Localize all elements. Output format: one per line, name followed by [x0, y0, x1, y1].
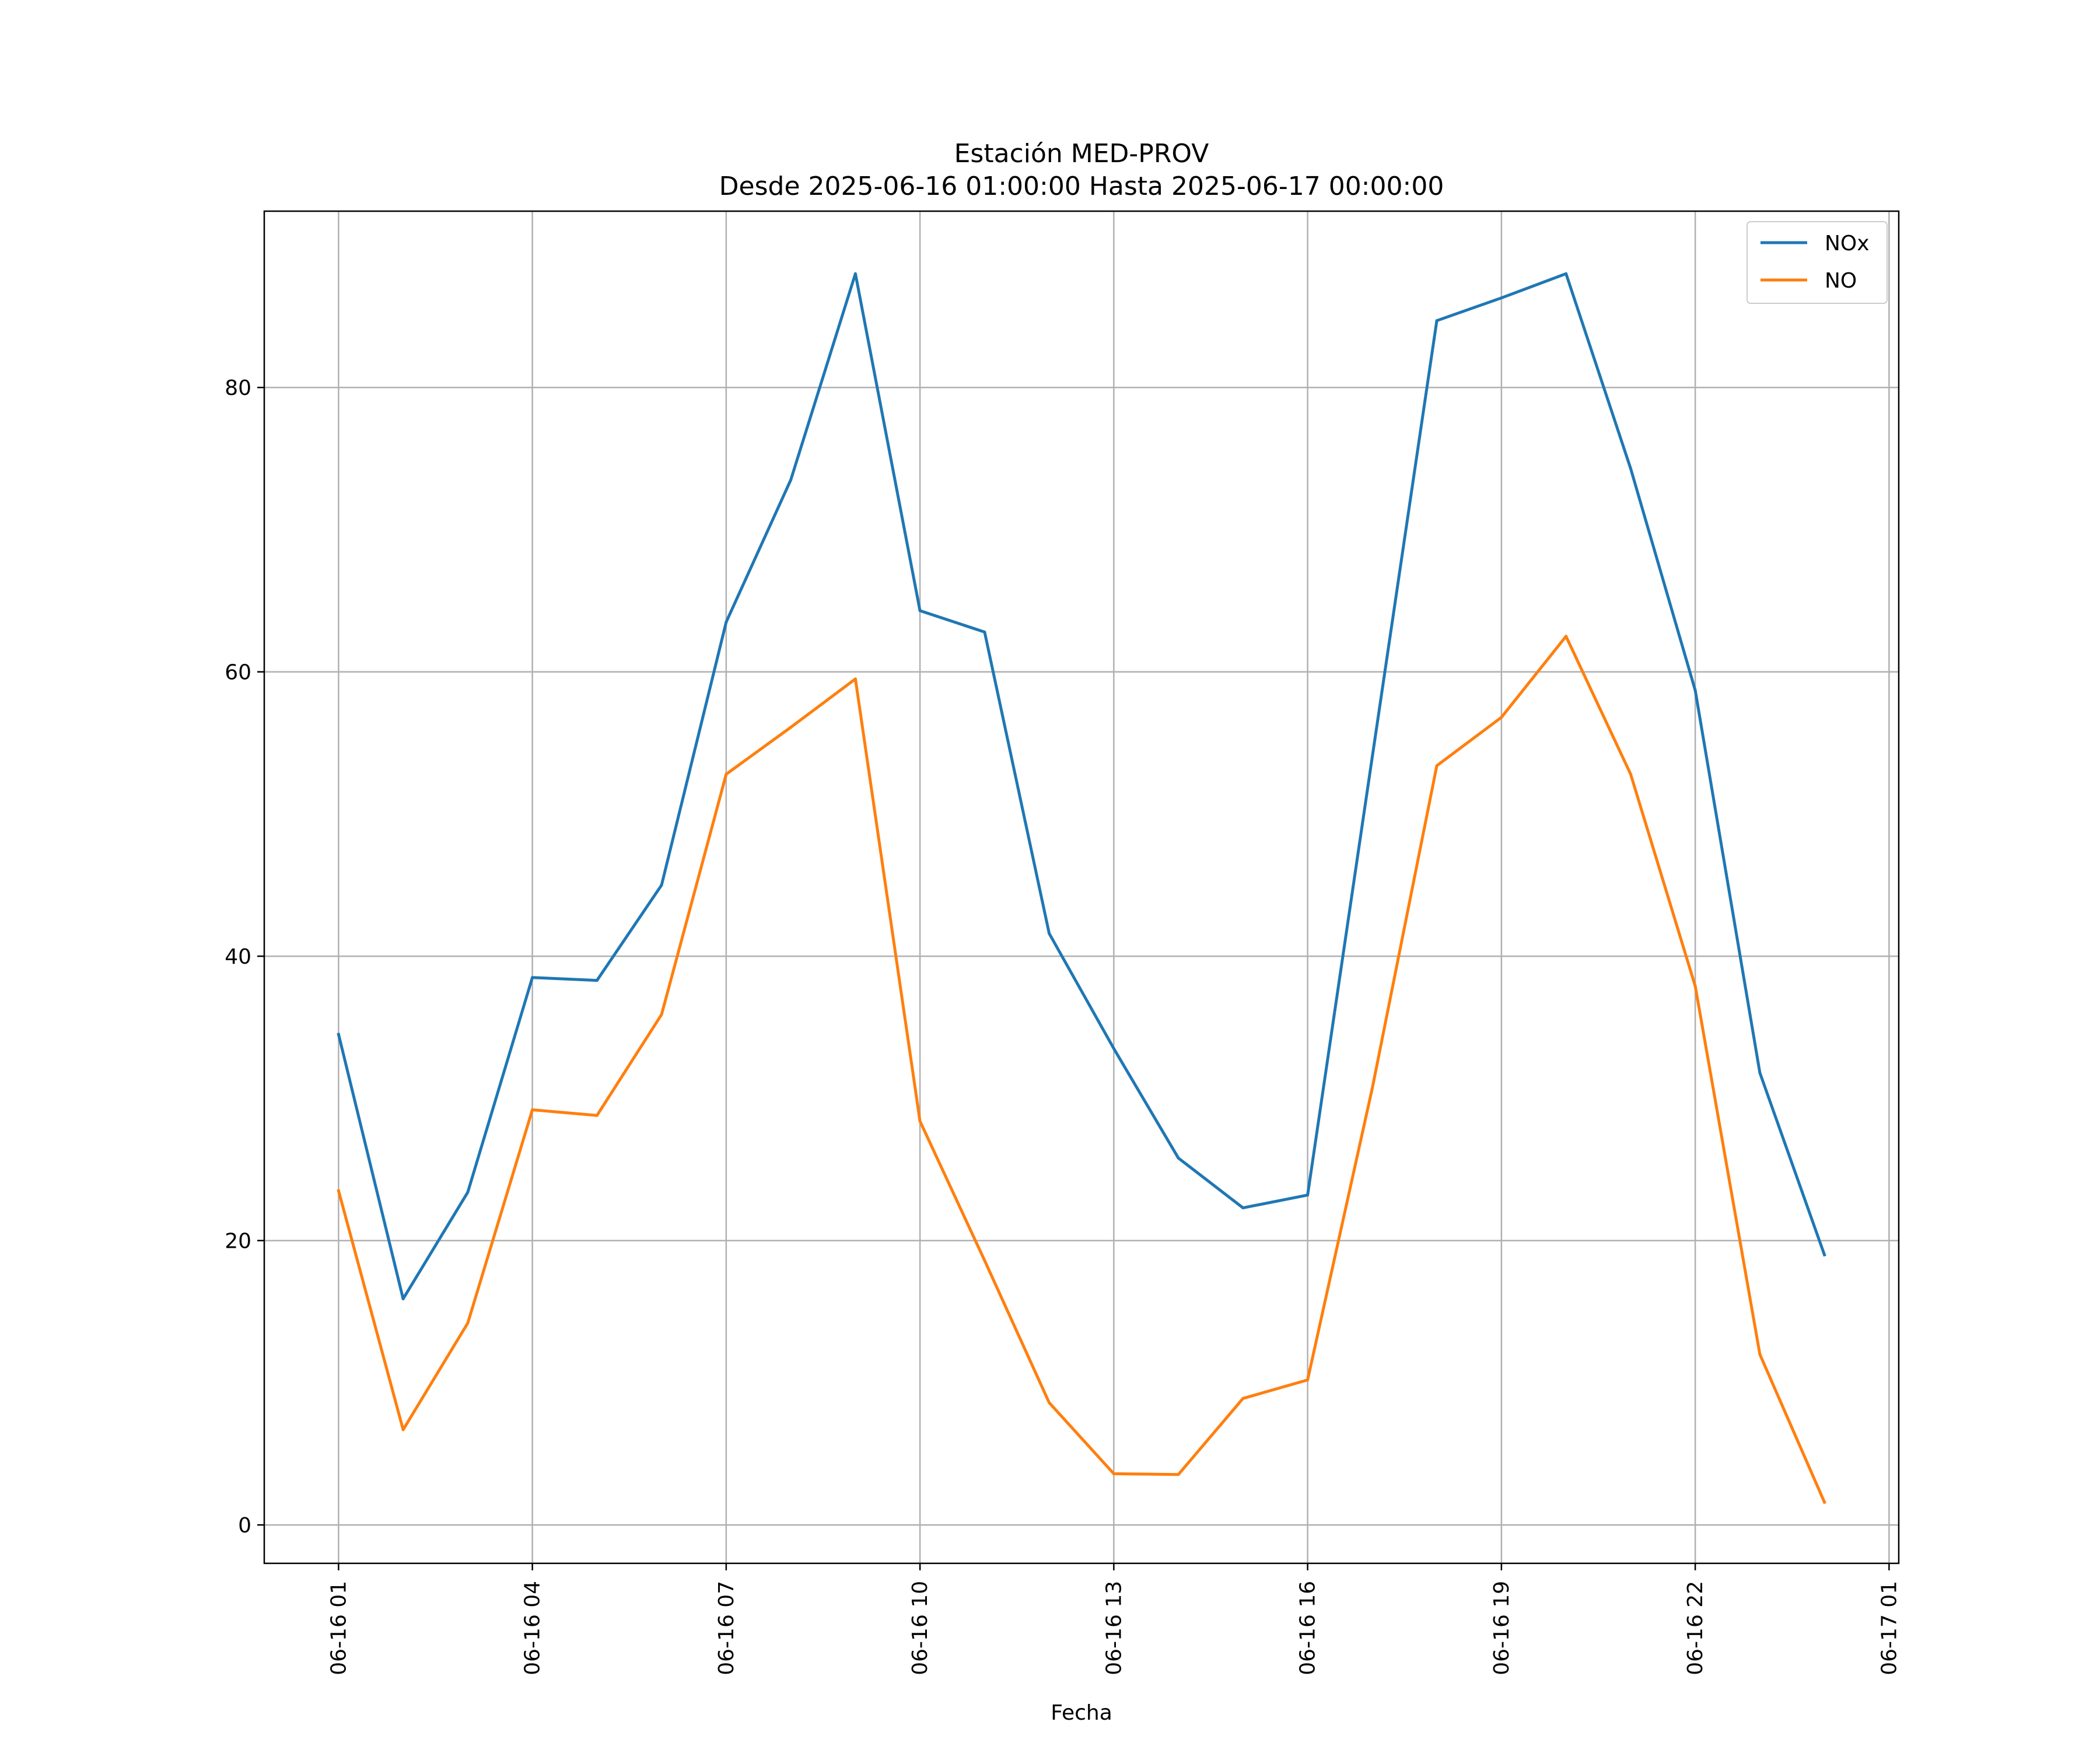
- data-point-nox: [466, 1191, 470, 1194]
- data-point-no: [1370, 1087, 1374, 1090]
- data-point-no: [531, 1108, 534, 1111]
- data-point-nox: [853, 272, 857, 275]
- data-point-no: [337, 1189, 340, 1192]
- x-tick-label: 06-16 04: [521, 1581, 545, 1675]
- data-point-no: [853, 677, 857, 681]
- data-point-nox: [531, 976, 534, 979]
- x-tick-label: 06-16 07: [715, 1581, 738, 1675]
- data-point-nox: [337, 1032, 340, 1036]
- x-tick-label: 06-17 01: [1877, 1581, 1901, 1675]
- data-point-nox: [1693, 688, 1697, 692]
- data-point-no: [1823, 1500, 1826, 1504]
- data-point-no: [1693, 984, 1697, 988]
- data-point-nox: [1629, 467, 1632, 470]
- data-point-no: [983, 1259, 986, 1262]
- x-tick-label: 06-16 19: [1490, 1581, 1514, 1675]
- data-point-nox: [1370, 755, 1374, 759]
- data-point-no: [1306, 1378, 1310, 1382]
- data-point-no: [1435, 764, 1438, 768]
- data-point-no: [660, 1013, 663, 1016]
- x-axis-label: Fecha: [1051, 1701, 1112, 1725]
- data-point-nox: [1758, 1071, 1762, 1074]
- data-point-nox: [401, 1297, 405, 1301]
- x-tick-label: 06-16 22: [1684, 1581, 1707, 1675]
- data-point-nox: [1435, 319, 1438, 323]
- chart-title: Estación MED-PROV: [954, 139, 1209, 169]
- data-point-no: [724, 772, 728, 776]
- data-point-no: [466, 1321, 470, 1325]
- data-point-nox: [789, 478, 793, 482]
- data-point-no: [1500, 716, 1503, 719]
- data-point-nox: [724, 620, 728, 624]
- chart-subtitle: Desde 2025-06-16 01:00:00 Hasta 2025-06-…: [719, 172, 1444, 201]
- data-point-nox: [1564, 272, 1568, 275]
- data-point-nox: [918, 609, 922, 612]
- series-lines: [337, 272, 1826, 1504]
- data-point-nox: [1500, 296, 1503, 300]
- legend: NOx NO: [1746, 221, 1888, 304]
- plot-frame: [263, 210, 1900, 1564]
- data-point-nox: [1306, 1194, 1310, 1197]
- y-tick-label: 80: [225, 376, 251, 400]
- data-point-no: [401, 1428, 405, 1432]
- data-point-no: [595, 1114, 598, 1117]
- data-point-no: [789, 726, 793, 729]
- data-point-no: [1629, 772, 1632, 776]
- y-tick-label: 0: [238, 1514, 251, 1538]
- series-line-no: [337, 635, 1826, 1504]
- data-point-no: [1564, 635, 1568, 638]
- data-point-nox: [1241, 1206, 1245, 1210]
- data-point-nox: [983, 630, 986, 634]
- data-point-no: [1048, 1401, 1051, 1405]
- y-tick-label: 40: [225, 945, 251, 969]
- y-axis: 0 20 40 60 80: [225, 376, 264, 1538]
- x-tick-label: 06-16 16: [1296, 1581, 1320, 1675]
- x-tick-label: 06-16 10: [908, 1581, 932, 1675]
- data-point-no: [918, 1119, 922, 1123]
- data-point-nox: [1048, 932, 1051, 935]
- x-tick-label: 06-16 13: [1102, 1581, 1126, 1675]
- data-point-no: [1758, 1353, 1762, 1356]
- data-point-nox: [1823, 1253, 1826, 1256]
- y-tick-label: 60: [225, 661, 251, 685]
- legend-label-nox: NOx: [1825, 232, 1870, 256]
- series-line-nox: [337, 272, 1826, 1301]
- legend-label-no: NO: [1825, 269, 1857, 293]
- y-tick-label: 20: [225, 1230, 251, 1254]
- data-point-no: [1112, 1472, 1115, 1475]
- x-axis: 06-16 01 06-16 04 06-16 07 06-16 10 06-16 13…: [327, 1563, 1901, 1675]
- grid: [264, 211, 1899, 1563]
- data-point-nox: [1177, 1156, 1180, 1160]
- data-point-no: [1177, 1473, 1180, 1476]
- data-point-nox: [660, 883, 663, 887]
- data-point-no: [1241, 1396, 1245, 1400]
- x-tick-label: 06-16 01: [327, 1581, 351, 1675]
- data-point-nox: [1112, 1047, 1115, 1051]
- data-point-nox: [595, 979, 598, 982]
